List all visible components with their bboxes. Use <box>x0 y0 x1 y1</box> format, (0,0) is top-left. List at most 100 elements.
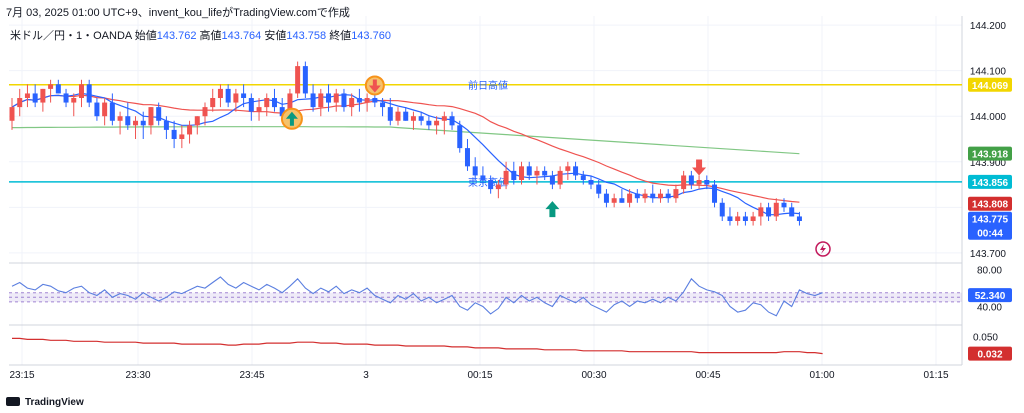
candle <box>781 198 787 212</box>
candle <box>557 166 563 190</box>
candle-body <box>318 93 324 108</box>
osc-last-tag <box>968 346 1012 361</box>
candle-body <box>719 202 725 217</box>
candle <box>789 202 795 217</box>
candle-body <box>32 93 38 103</box>
candle-body <box>256 107 262 112</box>
candle <box>225 84 231 108</box>
time-tick-label: 01:00 <box>809 370 834 381</box>
candle-body <box>542 170 548 176</box>
candle <box>526 161 532 180</box>
candle <box>248 93 254 121</box>
candle <box>318 88 324 117</box>
candle-body <box>109 102 115 121</box>
candle-body <box>735 216 741 221</box>
candle-body <box>94 102 100 117</box>
candle-body <box>573 166 579 176</box>
candle-body <box>472 166 478 176</box>
candle-body <box>55 84 61 94</box>
candle <box>148 107 154 135</box>
ma-green-tag-label: 143.918 <box>972 150 1009 161</box>
candle <box>627 189 633 208</box>
candle-body <box>349 98 355 108</box>
sell-arrow-icon <box>368 79 381 93</box>
candle <box>565 161 571 180</box>
candle-body <box>712 184 718 203</box>
candle-body <box>71 98 77 103</box>
candle-body <box>418 116 424 121</box>
candle-body <box>796 216 802 221</box>
candle-body <box>434 120 440 126</box>
rsi-tick-label: 80.00 <box>977 266 1002 277</box>
candle-body <box>511 170 517 180</box>
candle-body <box>426 120 432 126</box>
candle-body <box>464 148 470 167</box>
candle-body <box>287 93 293 117</box>
candle <box>418 111 424 126</box>
ma-green-tag <box>968 146 1012 161</box>
candle-body <box>248 98 254 112</box>
candle <box>688 170 694 190</box>
candle-body <box>403 111 409 121</box>
candle <box>71 93 77 117</box>
candle <box>573 161 579 180</box>
candle-body <box>217 88 223 98</box>
candle-body <box>310 93 316 108</box>
candle-body <box>241 93 247 98</box>
candles <box>9 61 802 226</box>
osc-tick-label: 0.050 <box>973 333 998 344</box>
candle-body <box>264 98 270 108</box>
candle <box>488 175 494 194</box>
candle <box>356 88 362 112</box>
candle-body <box>78 84 84 98</box>
candle-body <box>495 184 501 190</box>
candle-body <box>449 116 455 126</box>
candle <box>125 102 131 130</box>
candle <box>187 120 193 144</box>
candle <box>611 193 617 208</box>
candle <box>426 116 432 130</box>
chart-grid <box>9 16 963 366</box>
candle-body <box>356 98 362 103</box>
candle <box>519 161 525 185</box>
time-tick-label: 00:15 <box>467 370 492 381</box>
candle-body <box>271 98 277 108</box>
candle <box>588 175 594 190</box>
time-tick-label: 00:45 <box>695 370 720 381</box>
prev-high-tag-label: 144.069 <box>972 81 1009 92</box>
candle <box>380 98 386 117</box>
candle <box>94 98 100 121</box>
candle-body <box>789 207 795 217</box>
candle-body <box>86 84 92 103</box>
candle-body <box>279 107 285 117</box>
candle <box>704 175 710 190</box>
tokyo-high-tag-label: 143.856 <box>972 178 1009 189</box>
candle <box>256 98 262 121</box>
candle-body <box>650 193 656 199</box>
time-tick-label: 01:15 <box>923 370 948 381</box>
candle-body <box>773 202 779 217</box>
rsi-line <box>11 276 823 317</box>
candle <box>457 120 463 153</box>
candle <box>766 202 772 221</box>
candle <box>202 102 208 126</box>
candle-body <box>179 134 185 139</box>
candle <box>133 116 139 139</box>
osc-line <box>12 337 823 355</box>
candle-body <box>441 116 447 121</box>
candle <box>464 139 470 171</box>
candle <box>341 88 347 112</box>
candle <box>542 166 548 180</box>
candle-body <box>503 170 509 185</box>
candle <box>395 107 401 126</box>
low-value: 143.758 <box>286 30 327 42</box>
candle <box>403 107 409 121</box>
candle <box>349 93 355 117</box>
candle-body <box>603 193 609 203</box>
ma-red-tag-label: 143.808 <box>972 200 1009 211</box>
candle-body <box>302 66 308 94</box>
candle <box>17 88 23 117</box>
close-value: 143.760 <box>351 30 391 42</box>
time-axis: 23:15 23:30 23:45 3 00:15 00:30 00:45 01:00 01:1… <box>9 370 948 381</box>
